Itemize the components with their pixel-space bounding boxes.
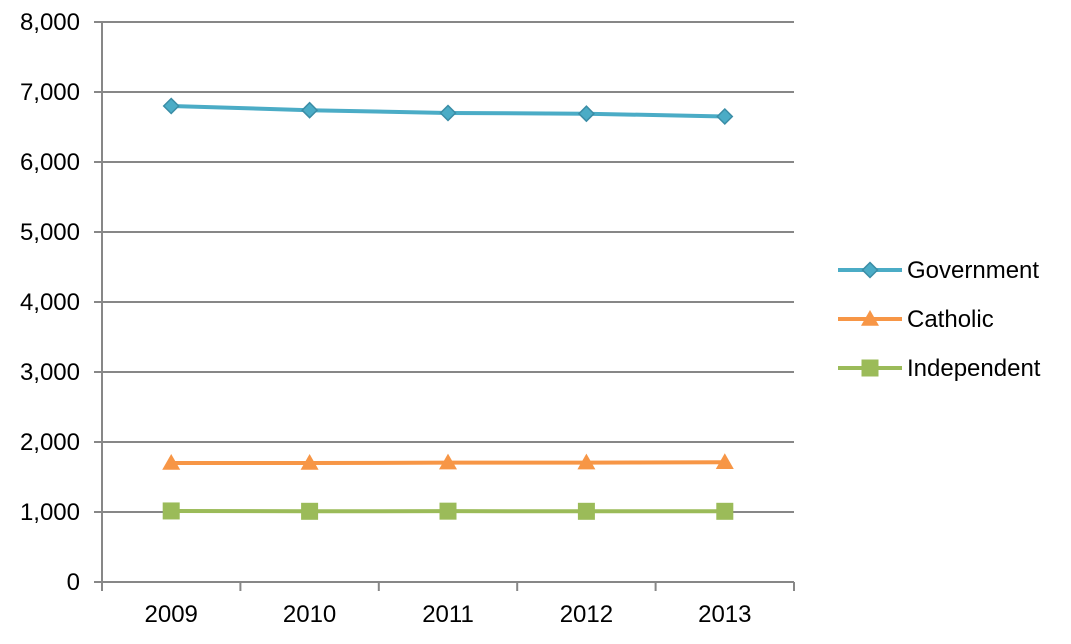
x-tick-label: 2012: [560, 601, 613, 628]
y-axis-tick-labels: 0 1,000 2,000 3,000 4,000 5,000 6,000 7,000 8,00…: [20, 9, 80, 596]
legend: Government Catholic Independent: [838, 257, 1041, 382]
data-point-catholic: [162, 454, 181, 470]
x-tick-label: 2013: [698, 601, 751, 628]
data-point-government: [439, 104, 457, 122]
legend-marker: [861, 310, 879, 326]
x-axis-tick-labels: 2009 2010 2011 2012 2013: [145, 601, 752, 628]
x-tick-label: 2010: [283, 601, 336, 628]
data-point-government: [716, 107, 734, 126]
data-point-independent: [301, 502, 319, 520]
legend-marker: [861, 261, 879, 279]
axes: [94, 21, 795, 591]
data-point-independent: [162, 502, 180, 520]
legend-item-independent: Independent: [838, 355, 1041, 382]
data-point-independent: [577, 502, 595, 520]
legend-label: Catholic: [907, 306, 994, 333]
data-point-catholic: [715, 453, 734, 470]
y-tick-label: 5,000: [20, 219, 80, 246]
y-tick-label: 2,000: [20, 429, 80, 456]
y-tick-label: 7,000: [20, 79, 80, 106]
y-tick-label: 0: [67, 569, 80, 596]
data-point-government: [577, 105, 595, 123]
data-point-catholic: [577, 453, 596, 470]
legend-item-catholic: Catholic: [838, 306, 994, 333]
y-tick-label: 4,000: [20, 289, 80, 316]
data-point-independent: [716, 502, 734, 520]
series-layer: [162, 97, 734, 520]
legend-item-government: Government: [838, 257, 1039, 284]
x-tick-label: 2011: [422, 601, 474, 628]
data-point-government: [162, 97, 180, 115]
legend-label: Independent: [907, 355, 1041, 382]
x-tick-label: 2009: [145, 601, 198, 628]
y-tick-label: 6,000: [20, 149, 80, 176]
data-point-catholic: [439, 453, 457, 470]
y-tick-label: 1,000: [20, 499, 80, 526]
y-tick-label: 3,000: [20, 359, 80, 386]
gridlines: [102, 21, 794, 513]
data-point-catholic: [300, 454, 319, 470]
y-tick-label: 8,000: [20, 9, 80, 36]
data-point-government: [301, 101, 319, 119]
legend-label: Government: [907, 257, 1039, 284]
data-point-independent: [439, 502, 457, 520]
legend-marker: [861, 359, 879, 377]
